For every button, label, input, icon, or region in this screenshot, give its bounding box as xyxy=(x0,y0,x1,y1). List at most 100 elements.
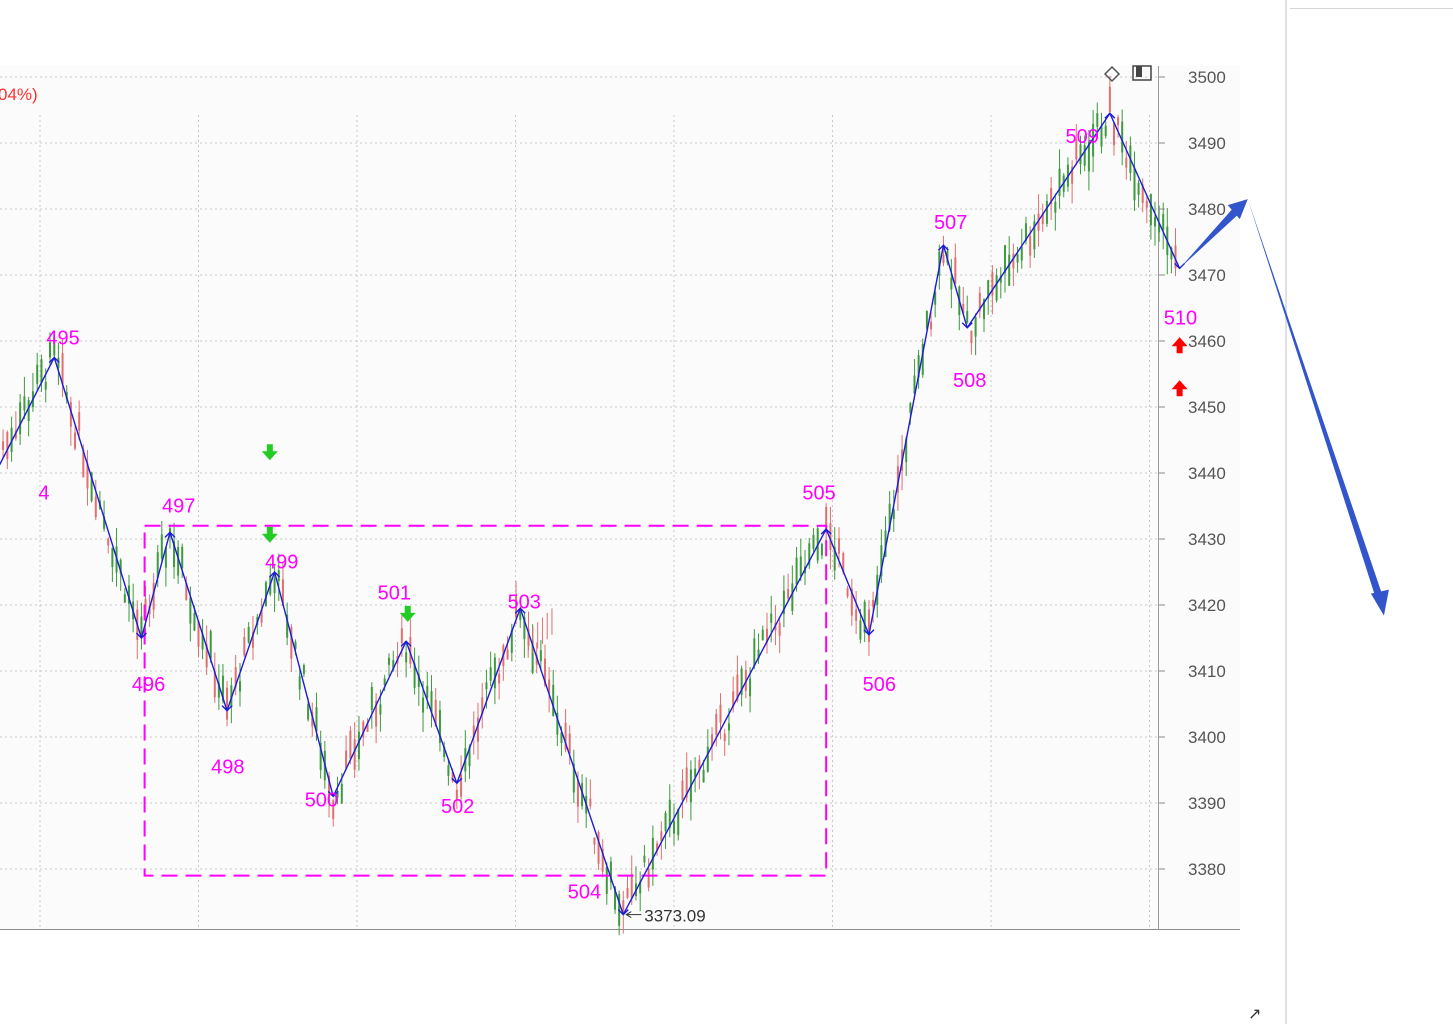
candle-body xyxy=(974,316,977,337)
candle-body xyxy=(23,396,26,411)
candle-body xyxy=(221,675,224,701)
candle-body xyxy=(630,873,633,899)
wave-point-marker xyxy=(617,909,629,916)
panel-icon[interactable] xyxy=(1132,65,1152,81)
candle-body xyxy=(14,430,17,439)
candle-body xyxy=(413,663,416,688)
sell-signal-arrow xyxy=(261,526,278,543)
candle-body xyxy=(40,359,43,383)
candle-body xyxy=(1100,125,1103,147)
candle-body xyxy=(366,722,369,732)
candle-body xyxy=(799,556,802,577)
candle-body xyxy=(601,848,604,872)
wave-segment xyxy=(825,528,870,635)
candle-body xyxy=(1158,224,1161,233)
wave-label: 4 xyxy=(38,482,49,504)
candle-body xyxy=(468,746,471,767)
wave-labels: 495 4 496 497 498 499 500 501 502 503 504 505 506 507… xyxy=(38,126,1197,926)
candle-body xyxy=(181,546,184,569)
y-tick-label: 3500 xyxy=(1188,68,1226,87)
candle-body xyxy=(36,364,39,384)
candle-body xyxy=(995,275,998,301)
candle-body xyxy=(86,463,89,489)
candle-body xyxy=(872,599,875,607)
candle-body xyxy=(1012,253,1015,269)
candle-body xyxy=(417,673,420,688)
candle-body xyxy=(643,855,646,863)
candle-body xyxy=(1170,247,1173,260)
candle-body xyxy=(589,798,592,807)
candle-body xyxy=(842,553,845,573)
buy-signal-arrow xyxy=(1171,380,1188,397)
candle-body xyxy=(177,547,180,576)
candle-body xyxy=(515,596,518,618)
resize-icon[interactable]: ↗ xyxy=(1248,1006,1262,1023)
candle-body xyxy=(307,704,310,720)
candle-body xyxy=(572,763,575,793)
candle-body xyxy=(197,620,200,647)
header-fragment: 04%) xyxy=(0,85,38,104)
candle-body xyxy=(111,547,114,568)
candle-body xyxy=(905,438,908,463)
wave-label: 506 xyxy=(863,674,896,696)
candle-body xyxy=(723,733,726,742)
candle-body xyxy=(362,721,365,738)
candle-body xyxy=(1174,245,1177,269)
candle-body xyxy=(1024,223,1027,241)
candle-body xyxy=(892,509,895,519)
projection-down-stroke xyxy=(1247,199,1384,602)
candle-body xyxy=(1112,122,1115,146)
candle-body xyxy=(48,342,51,358)
candle-body xyxy=(69,402,72,427)
candle-body xyxy=(160,534,163,559)
candle-body xyxy=(888,503,891,530)
candle-body xyxy=(656,843,659,851)
candle-body xyxy=(506,649,509,660)
candle-body xyxy=(57,357,60,368)
candle-body xyxy=(1121,121,1124,153)
sell-signal-arrow xyxy=(399,605,416,622)
candle-body xyxy=(460,774,463,797)
y-tick-label: 3440 xyxy=(1188,464,1226,483)
candle-body xyxy=(311,711,314,727)
candle-body xyxy=(1096,113,1099,127)
candle-body xyxy=(962,303,965,314)
low-marker-label: 3373.09 xyxy=(644,907,705,926)
candle-body xyxy=(251,632,254,648)
wave-segment xyxy=(942,245,968,328)
candle-body xyxy=(605,867,608,894)
candle-body xyxy=(434,699,437,727)
candle-body xyxy=(556,712,559,735)
candle-body xyxy=(535,655,538,665)
candle-body xyxy=(1133,167,1136,201)
candle-body xyxy=(576,779,579,807)
candle-body xyxy=(127,585,130,604)
wave-segment xyxy=(140,532,171,639)
wave-segment xyxy=(519,608,624,915)
candle-body xyxy=(426,685,429,698)
wave-point-marker xyxy=(863,629,875,636)
candle-body xyxy=(719,704,722,723)
candle-body xyxy=(954,257,957,284)
candle-body xyxy=(510,629,513,653)
candle-body xyxy=(332,800,335,819)
y-tick-label: 3460 xyxy=(1188,332,1226,351)
diamond-icon[interactable] xyxy=(1103,65,1121,83)
side-panel xyxy=(1285,0,1453,1024)
candle-body xyxy=(925,310,928,329)
candle-body xyxy=(812,534,815,549)
candle-body xyxy=(90,472,93,501)
candle-body xyxy=(238,681,241,692)
wave-label: 499 xyxy=(265,552,298,574)
wave-segment xyxy=(1109,113,1181,269)
candle-body xyxy=(298,676,301,690)
candle-body xyxy=(1058,168,1061,196)
candle-body xyxy=(855,609,858,621)
candle-body xyxy=(328,775,331,804)
candle-body xyxy=(715,714,718,735)
wave-segment xyxy=(868,245,945,635)
plot-background xyxy=(0,66,1240,930)
candle-body xyxy=(581,783,584,807)
candle-body xyxy=(357,731,360,760)
